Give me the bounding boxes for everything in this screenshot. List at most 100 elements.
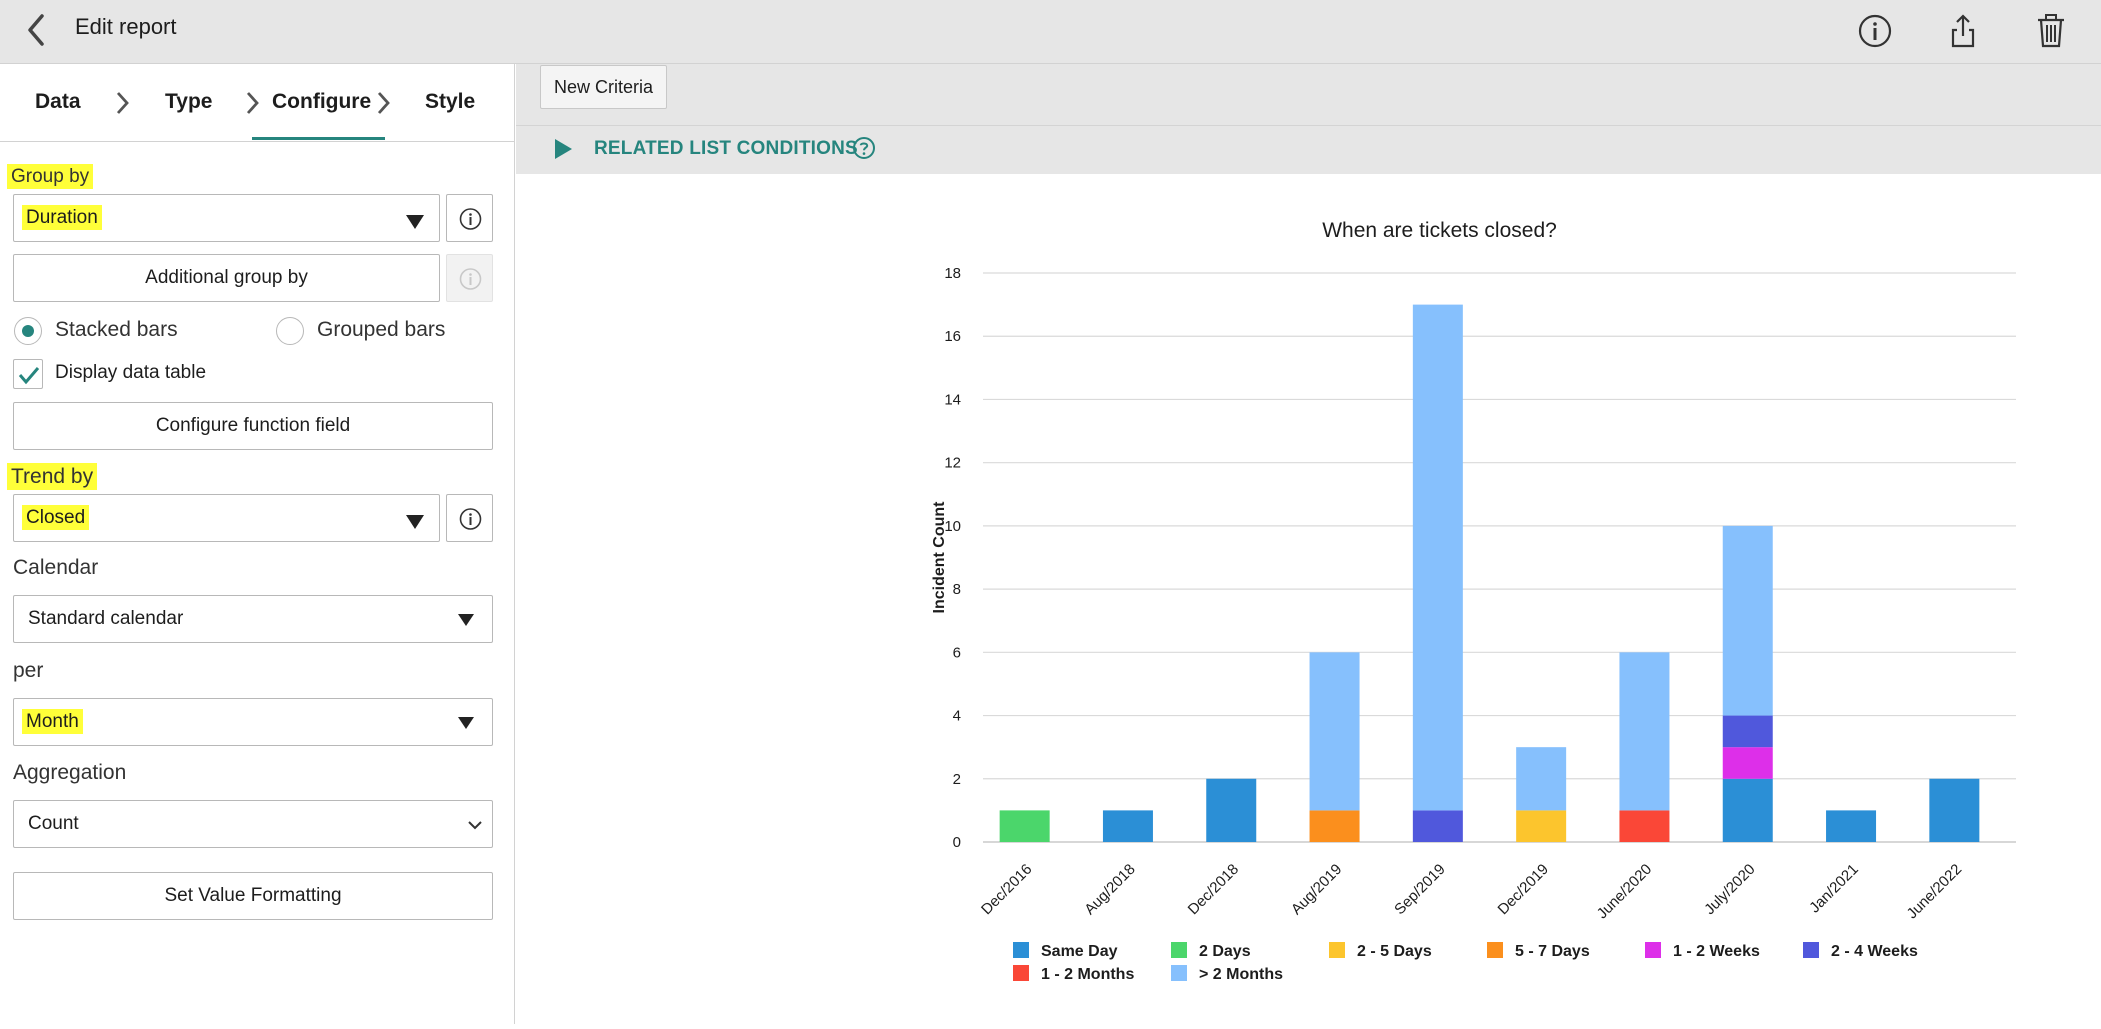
step-type[interactable]: Type	[165, 90, 213, 113]
top-bar: Edit report	[0, 0, 2101, 64]
per-value: Month	[22, 709, 83, 734]
bar-segment	[1619, 810, 1670, 842]
share-button[interactable]	[1944, 12, 1982, 50]
bar-segment	[1826, 810, 1877, 842]
step-configure[interactable]: Configure	[272, 90, 372, 113]
stacked-bars-radio[interactable]	[14, 317, 42, 345]
x-tick-label: Dec/2016	[978, 861, 1035, 918]
info-icon	[459, 508, 482, 530]
related-list-conditions-toggle[interactable]: RELATED LIST CONDITIONS	[594, 138, 858, 159]
x-tick-label: July/2020	[1701, 861, 1758, 918]
trend-by-info-button[interactable]	[446, 494, 493, 542]
x-tick-label: Dec/2018	[1185, 861, 1242, 918]
trend-by-label: Trend by	[7, 463, 98, 490]
calendar-select[interactable]: Standard calendar	[13, 595, 493, 643]
grouped-bars-label: Grouped bars	[317, 318, 446, 341]
legend-label: 5 - 7 Days	[1515, 943, 1590, 960]
legend-label: Same Day	[1041, 943, 1118, 960]
bar-segment	[1619, 652, 1670, 811]
bar-segment	[1309, 810, 1360, 842]
aggregation-select[interactable]: Count	[13, 800, 493, 848]
legend-label: > 2 Months	[1199, 966, 1283, 983]
set-value-formatting-button[interactable]: Set Value Formatting	[13, 872, 493, 920]
chart-area: When are tickets closed? 0 2 4 6 8 10 12 14 16 18 I…	[516, 174, 2101, 1024]
bar-segment	[1722, 778, 1773, 842]
y-tick-label: 10	[944, 518, 961, 535]
chevron-right-icon	[377, 92, 390, 114]
bar-segment	[1309, 652, 1360, 811]
aggregation-label: Aggregation	[13, 761, 127, 784]
new-criteria-button[interactable]: New Criteria	[540, 65, 667, 109]
step-data[interactable]: Data	[35, 90, 81, 113]
expand-play-icon[interactable]	[555, 139, 572, 159]
delete-button[interactable]	[2032, 12, 2070, 50]
legend-swatch	[1329, 942, 1345, 958]
y-tick-label: 0	[953, 834, 961, 851]
additional-group-by-info-button	[446, 254, 493, 302]
x-tick-label: Sep/2019	[1391, 861, 1448, 918]
checkmark-icon	[18, 367, 40, 385]
y-tick-label: 2	[953, 771, 961, 788]
per-label: per	[13, 659, 44, 682]
y-tick-label: 6	[953, 644, 961, 661]
group-by-select[interactable]: Duration	[13, 194, 440, 242]
aggregation-value: Count	[28, 813, 79, 834]
legend-swatch	[1803, 942, 1819, 958]
legend-swatch	[1171, 942, 1187, 958]
y-tick-label: 14	[944, 391, 961, 408]
stacked-bars-label: Stacked bars	[55, 318, 178, 341]
chevron-left-icon	[28, 14, 44, 46]
trend-by-select[interactable]: Closed	[13, 494, 440, 542]
legend-swatch	[1645, 942, 1661, 958]
y-axis-label: Incident Count	[931, 501, 948, 614]
group-by-value: Duration	[22, 205, 102, 230]
group-by-label: Group by	[7, 164, 94, 189]
active-step-indicator	[252, 137, 385, 140]
bar-segment	[1206, 778, 1257, 842]
y-tick-label: 4	[953, 708, 961, 725]
calendar-value: Standard calendar	[28, 608, 184, 629]
page-title: Edit report	[75, 14, 177, 39]
question-circle-icon[interactable]	[852, 136, 876, 160]
legend-label: 1 - 2 Months	[1041, 966, 1134, 983]
display-data-table-label: Display data table	[55, 362, 207, 383]
x-tick-label: June/2020	[1594, 861, 1656, 923]
bar-segment	[999, 810, 1050, 842]
legend-swatch	[1013, 965, 1029, 981]
group-by-info-button[interactable]	[446, 194, 493, 242]
legend-swatch	[1013, 942, 1029, 958]
share-icon	[1951, 14, 1975, 48]
x-tick-label: Aug/2019	[1288, 861, 1345, 918]
info-button[interactable]	[1856, 12, 1894, 50]
legend-label: 2 - 4 Weeks	[1831, 943, 1918, 960]
configure-function-field-button[interactable]: Configure function field	[13, 402, 493, 450]
calendar-label: Calendar	[13, 556, 99, 579]
bar-segment	[1722, 525, 1773, 716]
bar-segment	[1722, 715, 1773, 748]
per-select[interactable]: Month	[13, 698, 493, 746]
display-data-table-checkbox[interactable]	[13, 359, 43, 389]
y-tick-label: 12	[944, 455, 961, 472]
info-icon	[459, 268, 482, 290]
chevron-down-icon	[468, 821, 482, 830]
report-config-panel: Data Type Configure Style Group by Durat…	[0, 64, 515, 1024]
info-icon	[1858, 14, 1892, 48]
step-style[interactable]: Style	[425, 90, 476, 113]
grouped-bars-radio[interactable]	[276, 317, 304, 345]
wizard-steps: Data Type Configure Style	[0, 64, 515, 142]
back-button[interactable]	[22, 10, 52, 50]
y-tick-label: 8	[953, 581, 961, 598]
conditions-header	[516, 64, 2101, 174]
radio-selected-dot	[22, 325, 34, 337]
info-icon	[459, 208, 482, 230]
trash-icon	[2038, 14, 2064, 48]
legend-label: 2 Days	[1199, 943, 1251, 960]
divider	[516, 125, 2101, 126]
dropdown-arrow-icon	[406, 515, 424, 529]
additional-group-by-button[interactable]: Additional group by	[13, 254, 440, 302]
y-tick-label: 16	[944, 328, 961, 345]
x-tick-label: Aug/2018	[1081, 861, 1138, 918]
legend-label: 2 - 5 Days	[1357, 943, 1432, 960]
dropdown-arrow-icon	[458, 717, 474, 729]
bar-segment	[1516, 747, 1567, 811]
